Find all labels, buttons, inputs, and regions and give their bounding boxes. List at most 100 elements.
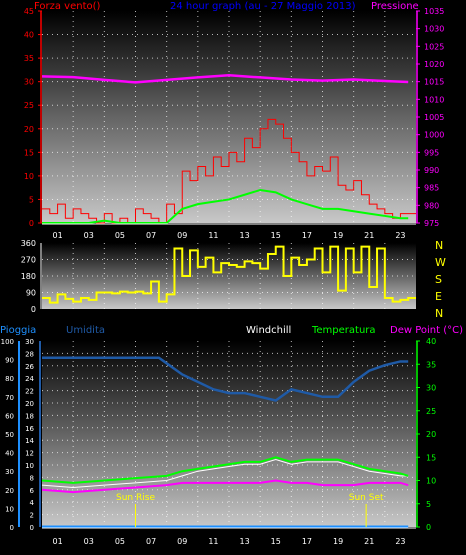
temperature-legend: Temperatura xyxy=(311,325,376,336)
rain-tick-label: 4 xyxy=(30,499,35,507)
x-tick-label-top: 11 xyxy=(208,231,218,240)
x-tick-label-top: 07 xyxy=(146,231,156,240)
x-tick-label-top: 19 xyxy=(333,231,343,240)
temp-tick-label: 30 xyxy=(426,384,436,393)
series-dewpoint xyxy=(41,479,409,494)
direction-tick-label: 360 xyxy=(21,239,36,248)
dir-label-w: W xyxy=(435,256,446,269)
x-tick-label-top: 23 xyxy=(395,231,405,240)
dir-label-n-bottom: N xyxy=(435,307,443,320)
humidity-tick-label: 30 xyxy=(5,468,14,476)
wind-tick-label: 20 xyxy=(24,125,34,134)
humidity-tick-label: 100 xyxy=(1,338,14,346)
x-tick-label-bottom: 19 xyxy=(333,537,343,546)
rain-tick-label: 30 xyxy=(25,338,34,346)
pressure-tick-label: 1035 xyxy=(424,7,444,16)
humidity-tick-label: 20 xyxy=(5,487,14,495)
humidity-tick-label: 10 xyxy=(5,505,14,513)
x-tick-label-top: 05 xyxy=(115,231,125,240)
pressure-tick-label: 975 xyxy=(424,219,439,228)
dir-label-s: S xyxy=(435,273,442,286)
pressure-tick-label: 985 xyxy=(424,184,439,193)
humidity-tick-label: 70 xyxy=(5,394,14,402)
dewpoint-legend: Dew Point (°C) xyxy=(390,325,463,336)
pressure-tick-label: 1000 xyxy=(424,131,444,140)
series-pressure xyxy=(41,74,409,84)
direction-tick-label: 180 xyxy=(21,272,36,281)
temp-tick-label: 35 xyxy=(426,360,436,369)
wind-tick-label: 15 xyxy=(24,148,34,157)
x-tick-label-top: 21 xyxy=(364,231,374,240)
windchill-legend: Windchill xyxy=(246,325,291,336)
x-tick-label-bottom: 13 xyxy=(239,537,249,546)
rain-tick-label: 12 xyxy=(25,450,34,458)
x-tick-label-bottom: 01 xyxy=(52,537,62,546)
series-wind-gust xyxy=(42,118,416,224)
wind-axis-title: Forza vento() xyxy=(34,1,101,12)
temp-tick-label: 40 xyxy=(426,337,436,346)
direction-tick-label: 0 xyxy=(31,305,36,314)
series-temperature xyxy=(41,456,409,484)
rain-tick-label: 18 xyxy=(25,412,34,420)
x-tick-label-bottom: 17 xyxy=(302,537,312,546)
rain-tick-label: 24 xyxy=(25,375,34,383)
pressure-tick-label: 1025 xyxy=(424,42,444,51)
rain-axis-title: Pioggia xyxy=(0,325,36,336)
pressure-tick-label: 980 xyxy=(424,201,439,210)
wind-tick-label: 10 xyxy=(24,172,34,181)
humidity-tick-label: 40 xyxy=(5,450,14,458)
rain-tick-label: 16 xyxy=(25,425,34,433)
humidity-tick-label: 90 xyxy=(5,357,14,365)
wind-tick-label: 25 xyxy=(24,101,34,110)
humidity-tick-label: 60 xyxy=(5,412,14,420)
x-tick-label-top: 15 xyxy=(271,231,281,240)
humidity-axis-title: Umidita xyxy=(66,325,105,336)
pressure-axis-title: Pressione xyxy=(371,1,419,12)
x-tick-label-bottom: 11 xyxy=(208,537,218,546)
pressure-tick-label: 1020 xyxy=(424,60,444,69)
humidity-tick-label: 0 xyxy=(10,524,14,532)
x-tick-label-bottom: 03 xyxy=(84,537,94,546)
x-tick-label-bottom: 15 xyxy=(271,537,281,546)
rain-tick-label: 14 xyxy=(25,437,34,445)
pressure-tick-label: 1010 xyxy=(424,95,444,104)
direction-panel-bg xyxy=(42,243,416,309)
x-tick-label-bottom: 09 xyxy=(177,537,187,546)
x-tick-label-bottom: 05 xyxy=(115,537,125,546)
rain-tick-label: 28 xyxy=(25,350,34,358)
sunset-label: Sun Set xyxy=(349,493,384,503)
pressure-tick-label: 1030 xyxy=(424,25,444,34)
temp-tick-label: 10 xyxy=(426,477,436,486)
temp-tick-label: 15 xyxy=(426,453,436,462)
direction-tick-label: 90 xyxy=(26,289,36,298)
x-tick-label-top: 03 xyxy=(84,231,94,240)
dir-label-e: E xyxy=(435,290,442,303)
wind-tick-label: 45 xyxy=(24,7,34,16)
dir-label-n-top: N xyxy=(435,239,443,252)
series-direction xyxy=(42,245,416,304)
x-tick-label-bottom: 07 xyxy=(146,537,156,546)
series-humidity xyxy=(42,356,409,402)
x-tick-label-bottom: 21 xyxy=(364,537,374,546)
rain-tick-label: 0 xyxy=(30,524,34,532)
x-tick-label-top: 17 xyxy=(302,231,312,240)
sunrise-label: Sun Rise xyxy=(116,493,155,503)
pressure-tick-label: 995 xyxy=(424,148,439,157)
pressure-tick-label: 990 xyxy=(424,166,439,175)
wind-tick-label: 30 xyxy=(24,78,34,87)
wind-tick-label: 40 xyxy=(24,31,34,40)
rain-tick-label: 8 xyxy=(30,474,34,482)
rain-tick-label: 2 xyxy=(30,512,34,520)
pressure-tick-label: 1015 xyxy=(424,78,444,87)
rain-tick-label: 20 xyxy=(25,400,34,408)
x-tick-label-top: 13 xyxy=(239,231,249,240)
rain-tick-label: 26 xyxy=(25,363,34,371)
rain-tick-label: 10 xyxy=(25,462,34,470)
wind-tick-label: 35 xyxy=(24,54,34,63)
rain-tick-label: 22 xyxy=(25,388,34,396)
humidity-tick-label: 80 xyxy=(5,375,14,383)
temp-tick-label: 0 xyxy=(426,523,431,532)
temp-tick-label: 5 xyxy=(426,500,431,509)
direction-tick-label: 270 xyxy=(21,256,36,265)
